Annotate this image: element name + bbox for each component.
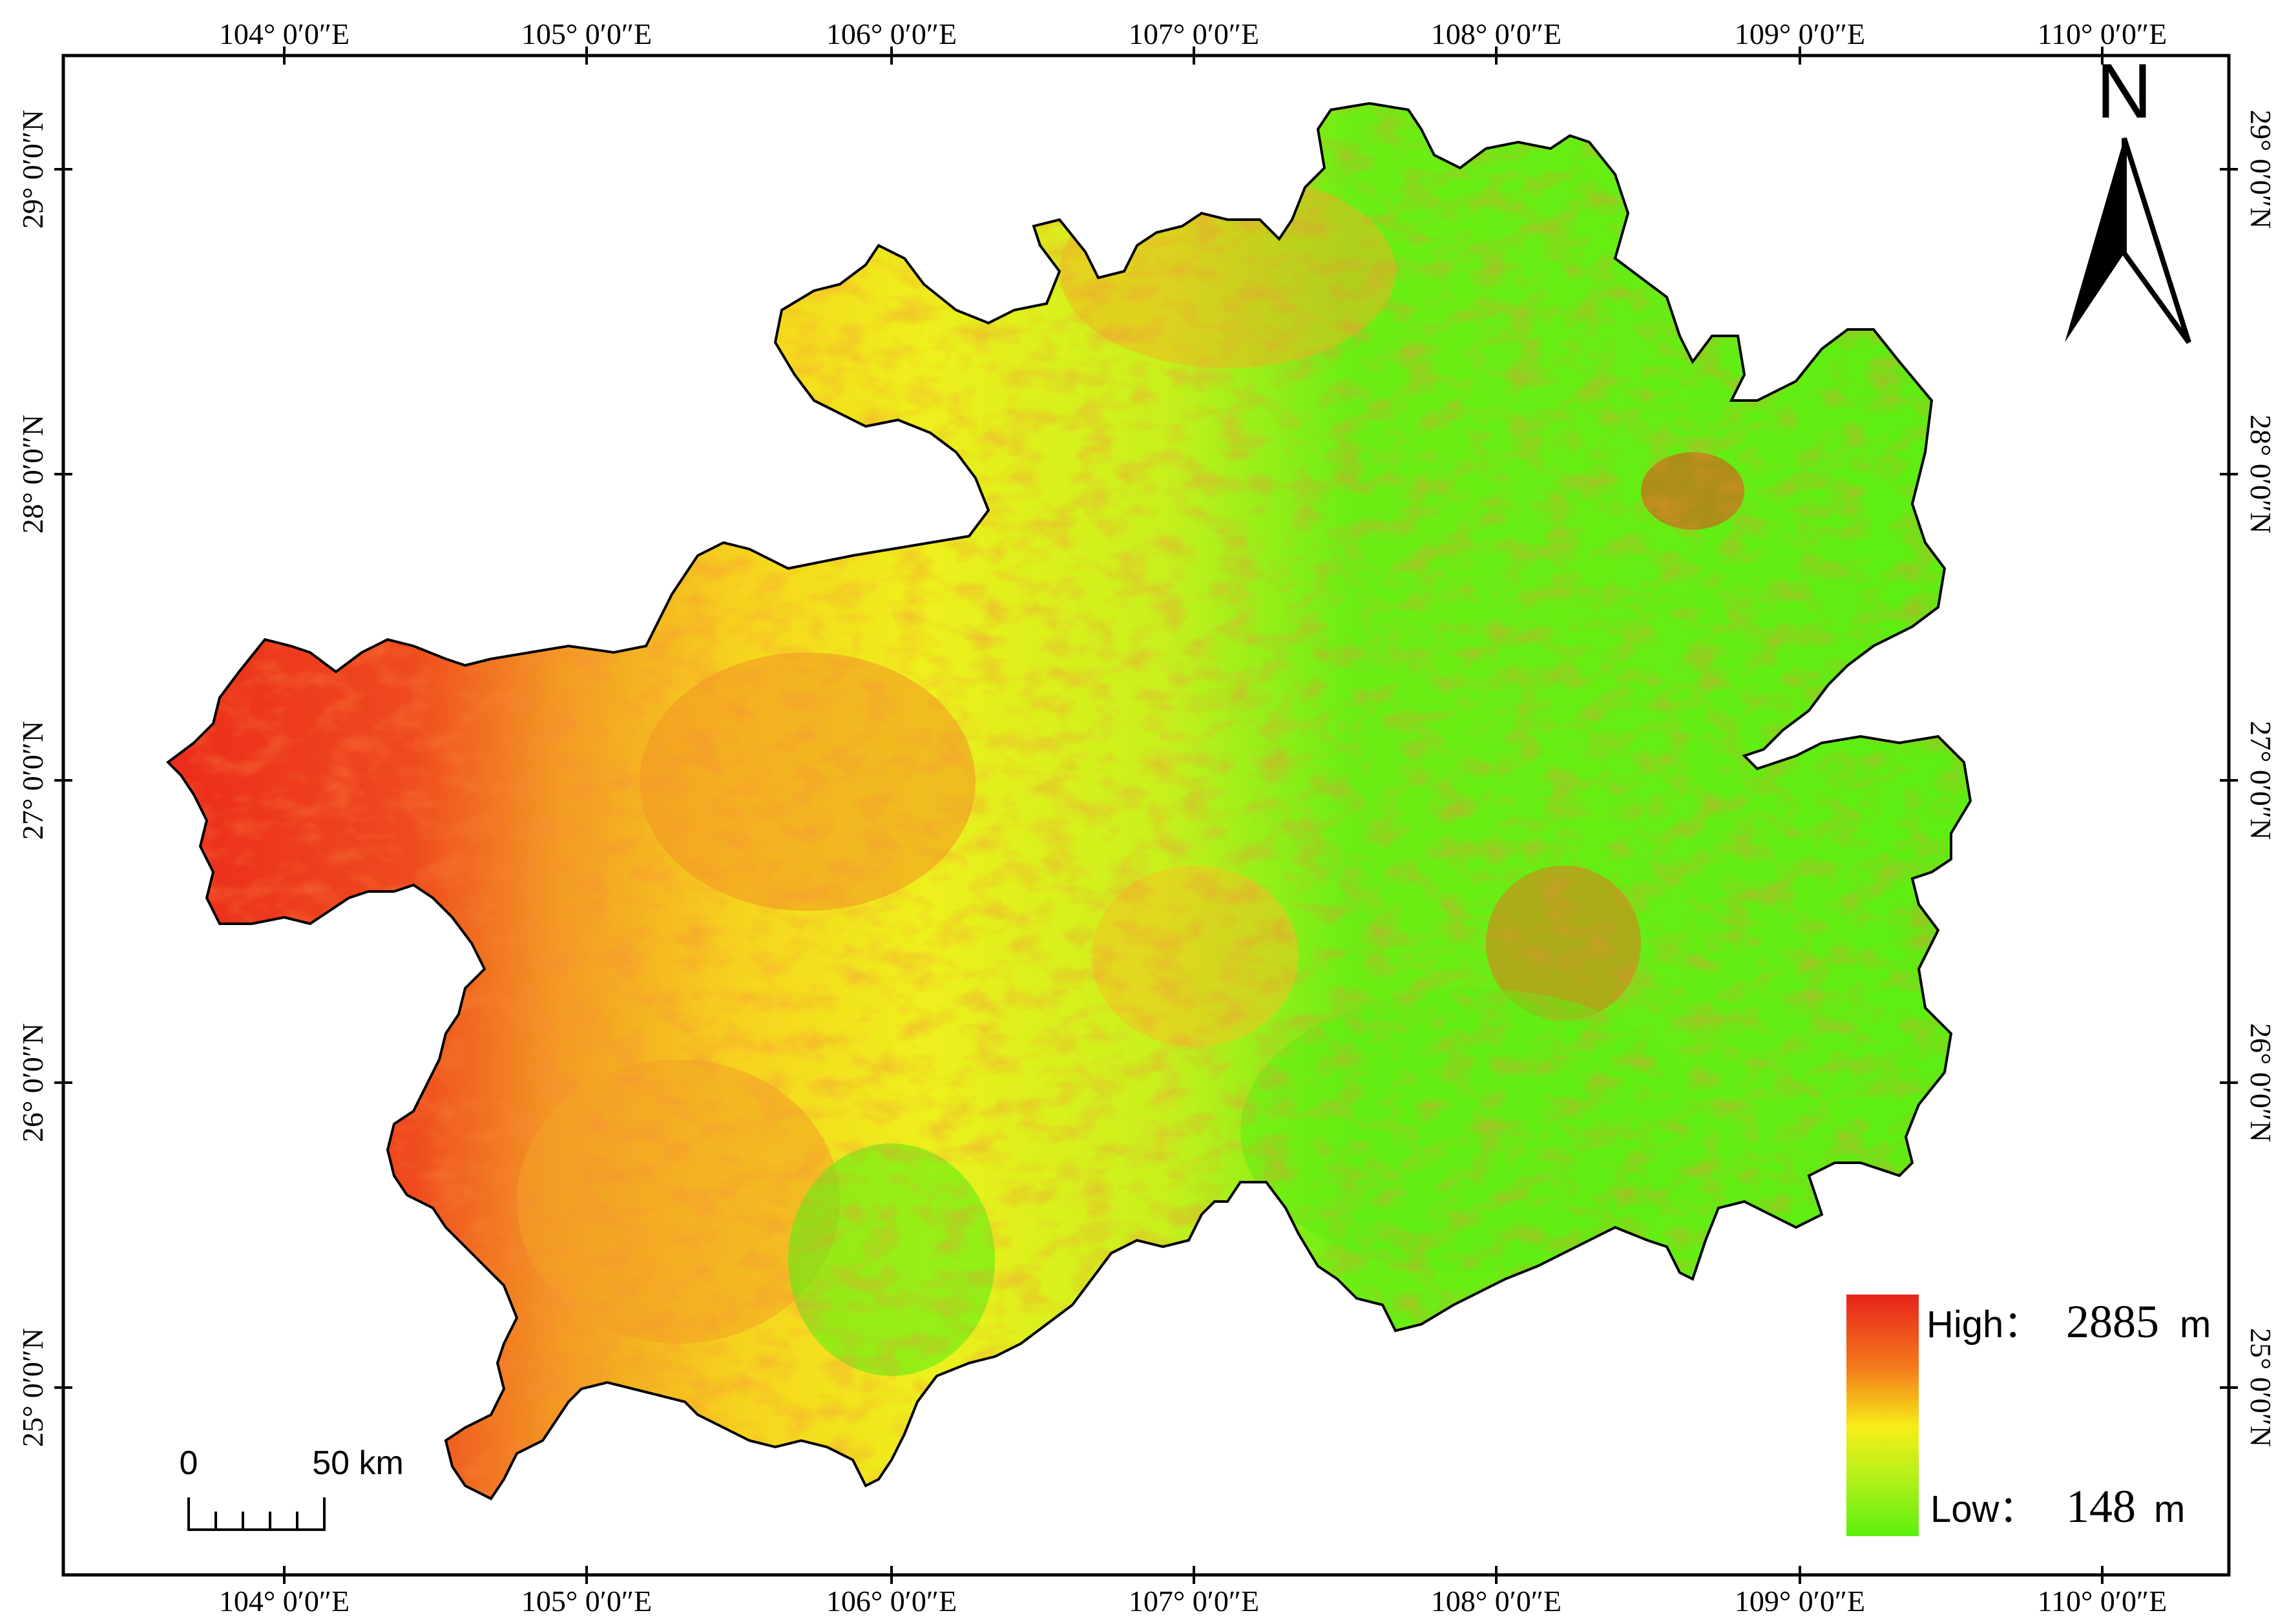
lat-label-left: 25° 0′0″N [16,1328,49,1447]
lon-label-bottom: 107° 0′0″E [1129,1585,1259,1618]
lon-label-bottom: 106° 0′0″E [826,1585,957,1618]
legend-high-label: High： [1927,1304,2041,1346]
lat-label-left: 26° 0′0″N [16,1023,49,1142]
lon-label-top: 110° 0′0″E [2038,17,2167,50]
lat-label-right: 29° 0′0″N [2244,110,2277,229]
north-arrow-icon: N [2065,48,2191,344]
lon-label-top: 105° 0′0″E [521,17,652,50]
scale-zero-label: 0 [180,1444,198,1482]
lat-label-right: 28° 0′0″N [2244,415,2277,534]
lon-label-top: 109° 0′0″E [1735,17,1865,50]
legend-low-label: Low： [1930,1488,2036,1530]
graticule-ticks [54,47,2238,1584]
lat-label-left: 29° 0′0″N [16,110,49,229]
lat-label-right: 25° 0′0″N [2244,1328,2277,1447]
legend-low-unit: m [2154,1488,2185,1530]
lon-label-bottom: 105° 0′0″E [521,1585,652,1618]
lon-label-top: 104° 0′0″E [219,17,350,50]
lon-label-bottom: 110° 0′0″E [2038,1585,2167,1618]
legend-low-value: 148 [2066,1481,2136,1532]
lat-label-left: 27° 0′0″N [16,721,49,840]
lon-label-bottom: 104° 0′0″E [219,1585,350,1618]
scale-end-label: 50 km [312,1444,404,1482]
legend-high-value: 2885 [2066,1296,2159,1348]
legend-color-ramp [1846,1295,1919,1536]
elevation-legend: High： 2885 m Low： 148 m [1846,1295,2211,1536]
lon-label-top: 107° 0′0″E [1129,17,1259,50]
legend-high-unit: m [2180,1304,2211,1346]
graticule-labels: 104° 0′0″E 104° 0′0″E 105° 0′0″E 105° 0′0″E… [16,17,2277,1618]
lon-label-top: 106° 0′0″E [826,17,957,50]
lon-label-top: 108° 0′0″E [1431,17,1561,50]
lat-label-right: 27° 0′0″N [2244,721,2277,840]
lon-label-bottom: 109° 0′0″E [1735,1585,1865,1618]
north-arrow-label: N [2096,48,2153,134]
lat-label-right: 26° 0′0″N [2244,1023,2277,1142]
lon-label-bottom: 108° 0′0″E [1431,1585,1561,1618]
scale-bar: 0 50 km [180,1444,404,1531]
lat-label-left: 28° 0′0″N [16,415,49,534]
